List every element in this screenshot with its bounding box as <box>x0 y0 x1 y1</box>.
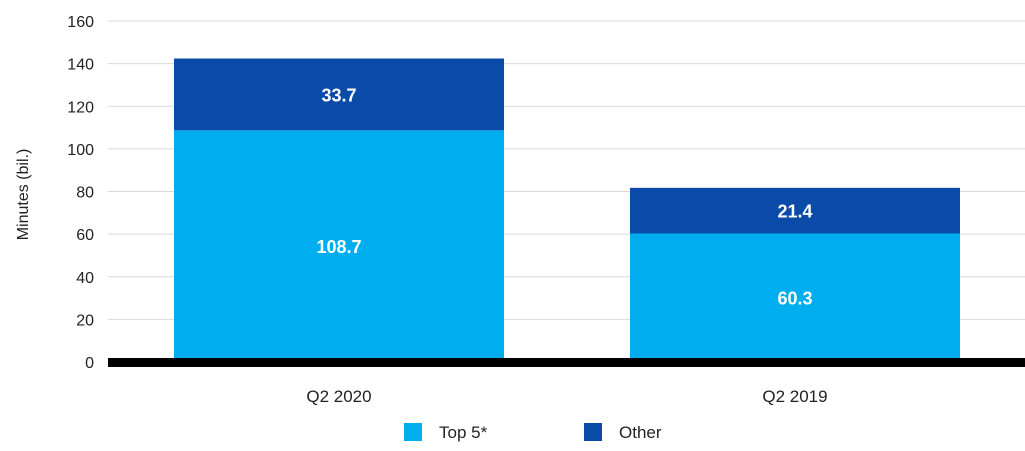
bar-top5-0 <box>174 130 504 362</box>
x-category-label-1: Q2 2019 <box>762 387 827 406</box>
x-axis-categories: Q2 2020 Q2 2019 <box>306 387 827 406</box>
x-category-label-0: Q2 2020 <box>306 387 371 406</box>
y-tick-label-160: 160 <box>67 14 94 31</box>
y-axis-ticks: 0 20 40 60 80 100 120 140 160 <box>67 14 94 372</box>
y-axis-label: Minutes (bil.) <box>15 149 32 241</box>
bar-other-0 <box>174 58 504 131</box>
data-label-other-0: 33.7 <box>321 85 356 105</box>
data-label-other-1: 21.4 <box>777 202 812 222</box>
y-tick-label-0: 0 <box>85 355 94 372</box>
data-label-top5-0: 108.7 <box>316 237 361 257</box>
legend-label-top5: Top 5* <box>439 423 488 442</box>
legend-swatch-other <box>584 423 602 441</box>
data-label-top5-1: 60.3 <box>777 289 812 309</box>
y-tick-label-140: 140 <box>67 57 94 74</box>
legend-label-other: Other <box>619 423 662 442</box>
legend-swatch-top5 <box>404 423 422 441</box>
legend: Top 5* Other <box>404 423 662 442</box>
x-axis-baseline <box>108 358 1025 367</box>
bar-other-1 <box>630 187 960 234</box>
bar-top5-1 <box>630 233 960 362</box>
y-tick-label-60: 60 <box>76 227 94 244</box>
y-tick-label-40: 40 <box>76 270 94 287</box>
y-tick-label-80: 80 <box>76 185 94 202</box>
bars: 108.7 33.7 60.3 21.4 <box>174 58 960 362</box>
y-tick-label-100: 100 <box>67 142 94 159</box>
y-tick-label-20: 20 <box>76 312 94 329</box>
y-tick-label-120: 120 <box>67 99 94 116</box>
